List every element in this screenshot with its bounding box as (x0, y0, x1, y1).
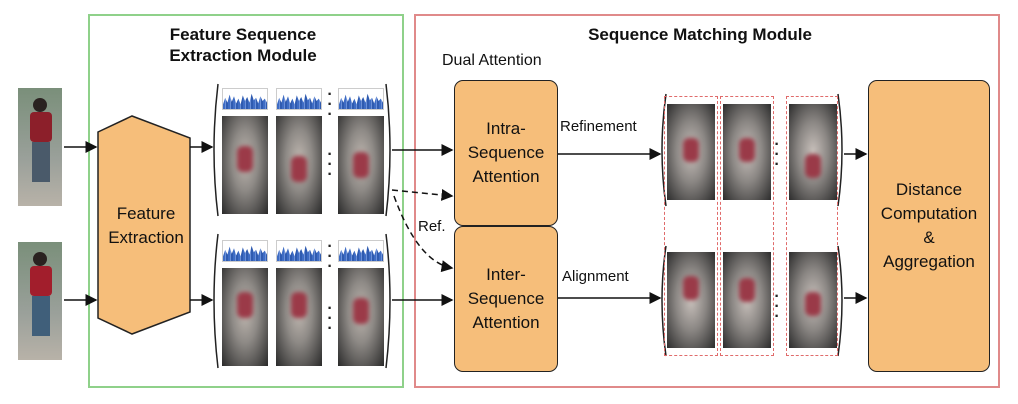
frame-seq2-2 (276, 268, 322, 366)
feature-extraction-label: Feature Extraction (104, 202, 188, 250)
intra-sequence-attention-block: Intra- Sequence Attention (454, 80, 558, 226)
feature-extraction-label-line2: Extraction (108, 228, 184, 247)
feature-extraction-label-line1: Feature (116, 204, 176, 223)
matched-column-1 (664, 96, 718, 356)
feature-extraction-trapezoid (97, 115, 191, 335)
sequence-matching-module-box (414, 14, 1000, 388)
input-image-gallery (18, 242, 62, 360)
refinement-label: Refinement (560, 118, 637, 135)
ref-label: Ref. (418, 218, 446, 235)
ellipsis-seq2-hist: · · · (327, 238, 333, 275)
distance-label-line4: Aggregation (883, 252, 975, 271)
input-image-probe (18, 88, 62, 206)
inter-label-line1: Inter- (486, 265, 526, 284)
histogram-seq2-frame3 (338, 240, 384, 262)
aligned-frame-2 (723, 252, 771, 348)
histogram-seq1-frame1 (222, 88, 268, 110)
frame-seq1-1 (222, 116, 268, 214)
inter-label-line2: Sequence (467, 289, 545, 308)
feature-module-title-line2: Extraction Module (169, 46, 317, 65)
aligned-frame-1 (667, 252, 715, 348)
feature-sequence-extraction-module-box (88, 14, 404, 388)
refined-frame-2 (723, 104, 771, 200)
dual-attention-label: Dual Attention (442, 52, 542, 69)
frame-seq1-2 (276, 116, 322, 214)
refined-frame-1 (667, 104, 715, 200)
matched-column-3 (786, 96, 838, 356)
dashed-arrow-ref-to-intra (391, 188, 454, 201)
frame-seq2-3 (338, 268, 384, 366)
ellipsis-seq1-frames: · · · (327, 146, 333, 183)
frame-seq1-3 (338, 116, 384, 214)
intra-label-line2: Sequence (467, 143, 545, 162)
distance-computation-aggregation-block: Distance Computation & Aggregation (868, 80, 990, 372)
dashed-arrow-ref-to-inter (393, 195, 454, 273)
inter-sequence-attention-block: Inter- Sequence Attention (454, 226, 558, 372)
histogram-seq2-frame1 (222, 240, 268, 262)
histogram-seq2-frame2 (276, 240, 322, 262)
distance-label-line2: Computation (880, 204, 978, 223)
intra-label-line3: Attention (472, 167, 540, 186)
matched-column-2 (720, 96, 774, 356)
frame-seq2-1 (222, 268, 268, 366)
ellipsis-aligned: · · · (774, 288, 780, 325)
aligned-frame-3 (789, 252, 837, 348)
refined-frame-3 (789, 104, 837, 200)
histogram-seq1-frame3 (338, 88, 384, 110)
ellipsis-seq2-frames: · · · (327, 300, 333, 337)
distance-label-line1: Distance (895, 180, 963, 199)
ellipsis-refined: · · · (774, 136, 780, 173)
histogram-seq1-frame2 (276, 88, 322, 110)
feature-module-title: Feature Sequence Extraction Module (118, 24, 368, 66)
matching-module-title: Sequence Matching Module (588, 25, 812, 44)
ellipsis-seq1-hist: · · · (327, 86, 333, 123)
intra-label-line1: Intra- (486, 119, 526, 138)
alignment-label: Alignment (562, 268, 629, 285)
feature-module-title-line1: Feature Sequence (169, 25, 317, 44)
distance-label-line3: & (923, 228, 935, 247)
inter-label-line3: Attention (472, 313, 540, 332)
